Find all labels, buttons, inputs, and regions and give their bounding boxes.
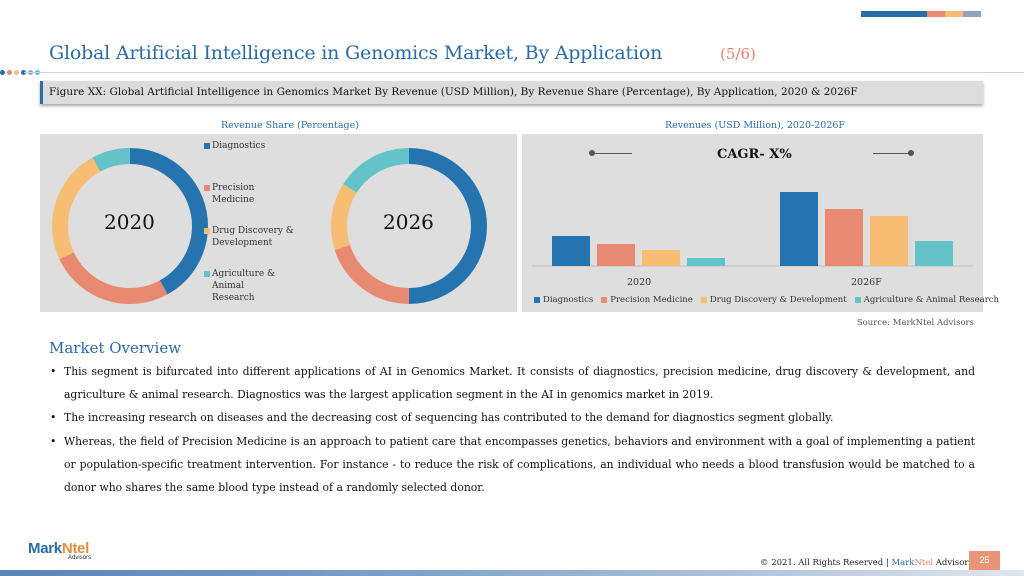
cagr-dot-right — [908, 150, 914, 156]
revenue-bar-panel — [522, 134, 983, 312]
copyright-brand-mark: Mark — [891, 558, 915, 568]
legend-precision-medicine: Precision Medicine — [204, 182, 270, 206]
copyright-notice: © 2021. All Rights Reserved | MarkNtel A… — [760, 558, 973, 568]
bar-legend: Diagnostics Precision Medicine Drug Disc… — [534, 295, 999, 305]
top-accent-bar — [861, 11, 981, 17]
bar-2026f-diagnostics — [780, 192, 818, 266]
market-overview-list: This segment is bifurcated into differen… — [49, 360, 975, 499]
market-overview-heading: Market Overview — [49, 339, 182, 357]
donut-2020-slice-agriculture — [52, 148, 208, 304]
bar-2020-precision-medicine — [597, 244, 635, 266]
bar-legend-precision-medicine: Precision Medicine — [601, 295, 693, 305]
logo-text-mark: Mark — [28, 540, 62, 557]
donut-2020-slice-precision-medicine — [52, 148, 208, 304]
bar-legend-label: Precision Medicine — [610, 295, 693, 305]
donut-2026-slice-agriculture — [331, 148, 487, 304]
bar-legend-diagnostics: Diagnostics — [534, 295, 593, 305]
logo-text-ntel: Ntel — [61, 540, 89, 557]
source-note: Source: MarkNtel Advisors — [856, 318, 974, 328]
page-number: 25 — [969, 551, 1000, 572]
cagr-line-left — [594, 153, 632, 154]
donut-2020-slice-drug-discovery — [52, 148, 208, 304]
list-item: The increasing research on diseases and … — [49, 406, 975, 429]
bar-legend-label: Diagnostics — [543, 295, 594, 305]
list-item: This segment is bifurcated into differen… — [49, 360, 975, 406]
bar-2020-drug-discovery — [642, 250, 680, 266]
legend-swatch — [204, 228, 210, 234]
title-divider — [24, 72, 1024, 73]
logo-subtext: Advisors — [68, 555, 92, 561]
bar-2020-diagnostics — [552, 236, 590, 266]
bar-chart — [532, 192, 973, 267]
list-item: Whereas, the field of Precision Medicine… — [49, 430, 975, 500]
revenue-share-panel: 2020 2026 Diagnostics Precision Medicine… — [40, 134, 517, 312]
copyright-brand-ntel: Ntel — [914, 558, 934, 568]
page-title: Global Artificial Intelligence in Genomi… — [49, 42, 663, 64]
copyright-suffix: Advisors — [933, 558, 973, 568]
cagr-dot-left — [589, 150, 595, 156]
markntel-logo: MarkNtel Advisors — [28, 538, 91, 561]
donut-2026-label: 2026 — [383, 210, 434, 234]
legend-label: Drug Discovery & Development — [212, 226, 294, 248]
donut-charts — [52, 148, 487, 304]
x-tick-2020: 2020 — [627, 277, 652, 288]
bar-legend-label: Drug Discovery & Development — [709, 295, 847, 305]
page-indicator: (5/6) — [720, 45, 756, 63]
legend-label: Precision Medicine — [212, 183, 255, 205]
legend-agriculture: Agriculture & Animal Research — [204, 268, 276, 304]
legend-label: Agriculture & Animal Research — [212, 269, 276, 303]
bar-legend-label: Agriculture & Animal Research — [863, 295, 1000, 305]
bar-legend-agriculture: Agriculture & Animal Research — [854, 295, 1000, 305]
left-panel-label: Revenue Share (Percentage) — [221, 120, 359, 131]
x-tick-2026f: 2026F — [851, 277, 882, 288]
cagr-label: CAGR- X% — [717, 147, 792, 162]
legend-diagnostics: Diagnostics — [204, 140, 282, 152]
donut-2026-slice-drug-discovery — [331, 148, 487, 304]
bar-2026f-precision-medicine — [825, 209, 863, 266]
bar-2026f-agriculture — [915, 241, 953, 266]
footer-strip — [0, 570, 1024, 576]
bar-legend-drug-discovery: Drug Discovery & Development — [700, 295, 847, 305]
legend-label: Diagnostics — [212, 141, 266, 151]
donut-2020-label: 2020 — [104, 210, 155, 234]
legend-swatch — [204, 271, 210, 277]
legend-swatch — [204, 185, 210, 191]
bar-2026f-drug-discovery — [870, 216, 908, 266]
legend-drug-discovery: Drug Discovery & Development — [204, 225, 294, 249]
copyright-prefix: © 2021. All Rights Reserved | — [760, 558, 892, 568]
cagr-line-right — [873, 153, 911, 154]
figure-caption: Figure XX: Global Artificial Intelligenc… — [40, 81, 983, 104]
bar-2020-agriculture — [687, 258, 725, 266]
legend-swatch — [204, 143, 210, 149]
right-panel-label: Revenues (USD Million), 2020-2026F — [665, 120, 845, 131]
